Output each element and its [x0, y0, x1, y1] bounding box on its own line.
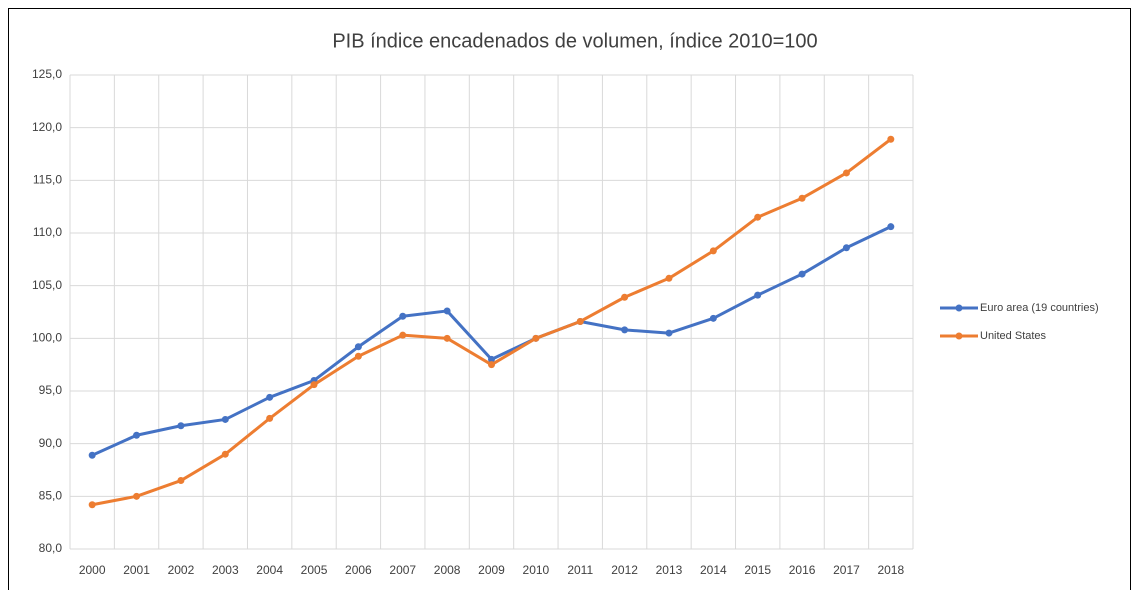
chart-title: PIB índice encadenados de volumen, índic… — [332, 30, 817, 52]
x-tick-label: 2005 — [301, 563, 328, 577]
data-point — [621, 293, 629, 301]
data-point — [798, 270, 806, 278]
legend-marker — [955, 332, 963, 340]
x-tick-label: 2001 — [123, 563, 150, 577]
legend-label: United States — [980, 330, 1047, 342]
legend-marker — [955, 304, 963, 312]
data-point — [221, 450, 229, 458]
data-point — [842, 244, 850, 252]
data-point — [399, 312, 407, 320]
y-tick-label: 120,0 — [32, 120, 62, 134]
x-tick-label: 2011 — [567, 563, 593, 577]
data-point — [665, 274, 673, 282]
data-point — [354, 343, 362, 351]
data-point — [133, 431, 141, 439]
x-tick-label: 2008 — [434, 563, 461, 577]
series-line — [91, 225, 892, 457]
data-point — [532, 334, 540, 342]
x-tick-label: 2013 — [656, 563, 683, 577]
y-tick-label: 115,0 — [33, 173, 62, 187]
data-point — [399, 331, 407, 339]
y-tick-label: 100,0 — [32, 331, 62, 345]
data-point — [310, 381, 318, 389]
data-point — [887, 135, 895, 143]
data-point — [443, 334, 451, 342]
data-point — [665, 329, 673, 337]
data-point — [177, 422, 185, 430]
x-tick-label: 2010 — [523, 563, 550, 577]
x-tick-label: 2007 — [389, 563, 416, 577]
data-point — [798, 194, 806, 202]
data-point — [266, 414, 274, 422]
x-tick-label: 2012 — [611, 563, 638, 577]
data-point — [754, 213, 762, 221]
legend-label: Euro area (19 countries) — [980, 302, 1099, 314]
y-tick-label: 95,0 — [39, 383, 63, 397]
y-tick-label: 90,0 — [39, 436, 63, 450]
x-tick-label: 2000 — [79, 563, 106, 577]
y-tick-label: 110,0 — [33, 225, 62, 239]
data-point — [88, 501, 96, 509]
data-point — [266, 393, 274, 401]
x-tick-label: 2003 — [212, 563, 239, 577]
data-point — [754, 291, 762, 299]
data-point — [709, 314, 717, 322]
series-line — [91, 138, 892, 507]
data-point — [488, 361, 495, 369]
data-point — [177, 477, 185, 485]
data-point — [887, 223, 895, 231]
data-point — [488, 355, 495, 363]
data-point — [133, 492, 141, 500]
data-point — [576, 317, 584, 325]
x-tick-label: 2006 — [345, 563, 372, 577]
data-point — [621, 326, 629, 334]
data-point — [842, 169, 850, 177]
chart-frame — [8, 8, 1131, 590]
y-tick-label: 125,0 — [32, 67, 62, 81]
x-tick-label: 2004 — [256, 563, 283, 577]
data-point — [354, 352, 362, 360]
x-tick-label: 2009 — [478, 563, 505, 577]
y-tick-label: 105,0 — [32, 278, 62, 292]
x-tick-label: 2018 — [877, 563, 904, 577]
data-point — [88, 451, 96, 459]
y-tick-label: 80,0 — [39, 541, 63, 555]
x-tick-label: 2014 — [700, 563, 727, 577]
y-tick-label: 85,0 — [39, 489, 63, 503]
x-tick-label: 2016 — [789, 563, 816, 577]
data-point — [709, 247, 717, 255]
data-point — [221, 415, 229, 423]
x-tick-label: 2002 — [168, 563, 195, 577]
data-point — [443, 307, 451, 315]
x-tick-label: 2017 — [833, 563, 860, 577]
x-tick-label: 2015 — [744, 563, 771, 577]
